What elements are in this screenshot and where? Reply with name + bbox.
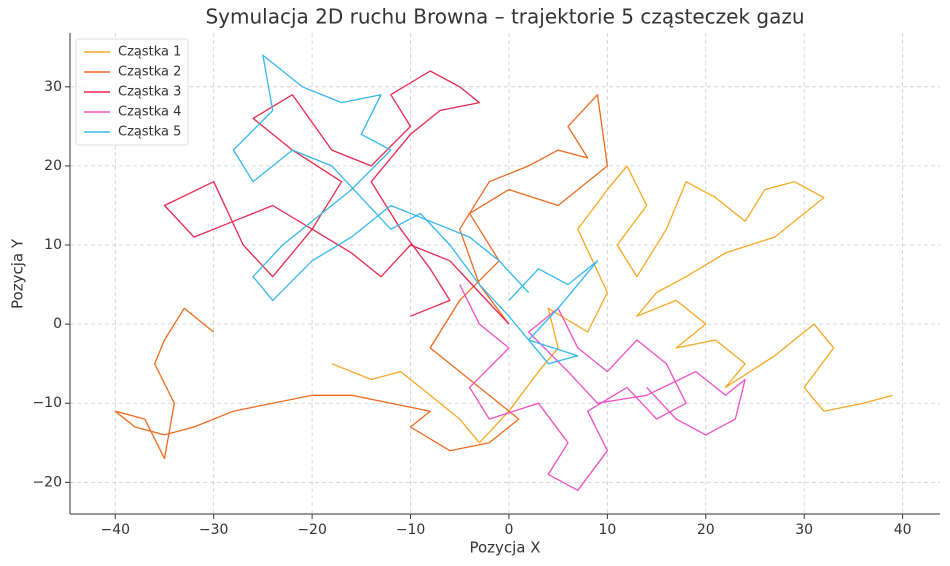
x-tick-label: 30: [795, 522, 813, 538]
y-tick-label: −10: [32, 395, 62, 411]
x-tick-label: 10: [598, 522, 616, 538]
x-tick-label: −10: [396, 522, 426, 538]
y-axis-label: Pozycja Y: [9, 238, 27, 309]
trajectory: [232, 54, 599, 365]
x-tick-label: 0: [504, 522, 513, 538]
legend-label: Cząstka 2: [118, 65, 181, 80]
y-tick-label: 30: [44, 79, 62, 95]
legend-box: [75, 38, 189, 146]
y-tick-label: 10: [44, 237, 62, 253]
x-tick-label: −20: [297, 522, 327, 538]
y-tick-label: −20: [32, 474, 62, 490]
legend-label: Cząstka 1: [118, 45, 181, 60]
legend-label: Cząstka 4: [118, 105, 181, 120]
chart-title: Symulacja 2D ruchu Browna – trajektorie …: [205, 5, 804, 29]
x-tick-label: −40: [100, 522, 130, 538]
trajectory: [331, 165, 893, 444]
x-tick-label: 40: [894, 522, 912, 538]
x-axis-label: Pozycja X: [469, 539, 540, 557]
legend-label: Cząstka 3: [118, 85, 181, 100]
trajectory: [163, 70, 510, 325]
x-tick-label: −30: [199, 522, 229, 538]
x-tick-label: 20: [697, 522, 715, 538]
y-tick-label: 20: [44, 158, 62, 174]
trajectory: [114, 94, 609, 460]
trajectory: [459, 284, 746, 491]
y-tick-label: 0: [53, 316, 62, 332]
legend-label: Cząstka 5: [118, 125, 181, 140]
